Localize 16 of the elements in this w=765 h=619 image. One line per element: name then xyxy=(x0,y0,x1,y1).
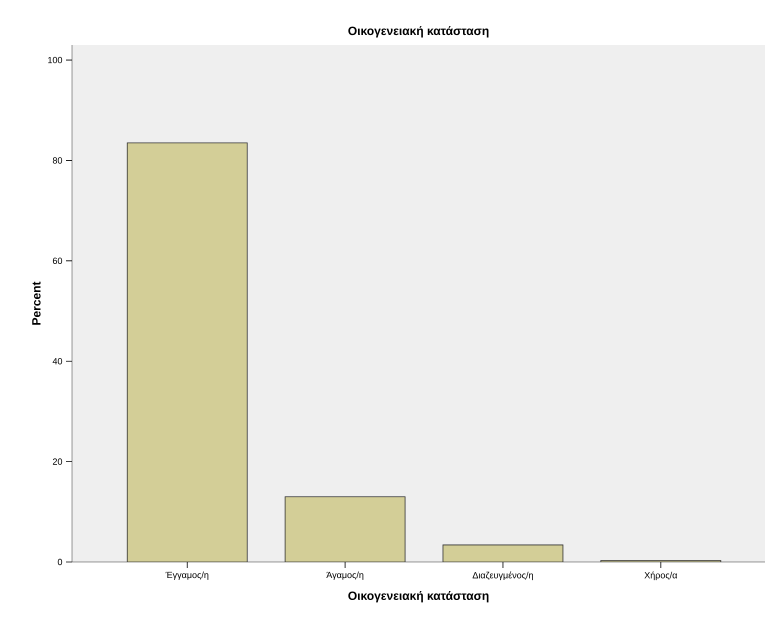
y-tick-label: 40 xyxy=(52,358,62,364)
bar xyxy=(442,544,564,562)
y-tick-label: 20 xyxy=(52,458,62,465)
x-axis-title: Οικογενειακή κατάσταση xyxy=(348,591,488,602)
x-tick-label: Άγαμος/η xyxy=(326,572,364,580)
x-tick-label: Έγγαμος/η xyxy=(166,572,208,580)
x-tick-label: Χήρος/α xyxy=(644,572,678,580)
y-tick-label: 0 xyxy=(58,558,62,566)
chart-title: Οικογενειακή κατάσταση xyxy=(348,26,488,38)
y-axis-title: Percent xyxy=(32,282,41,325)
y-tick-label: 60 xyxy=(52,258,62,264)
bar xyxy=(126,142,248,562)
bar xyxy=(284,496,406,562)
y-tick-label: 100 xyxy=(48,56,62,64)
y-tick-label: 80 xyxy=(52,157,62,164)
x-tick-label: Διαζευγμένος/η xyxy=(472,572,533,580)
